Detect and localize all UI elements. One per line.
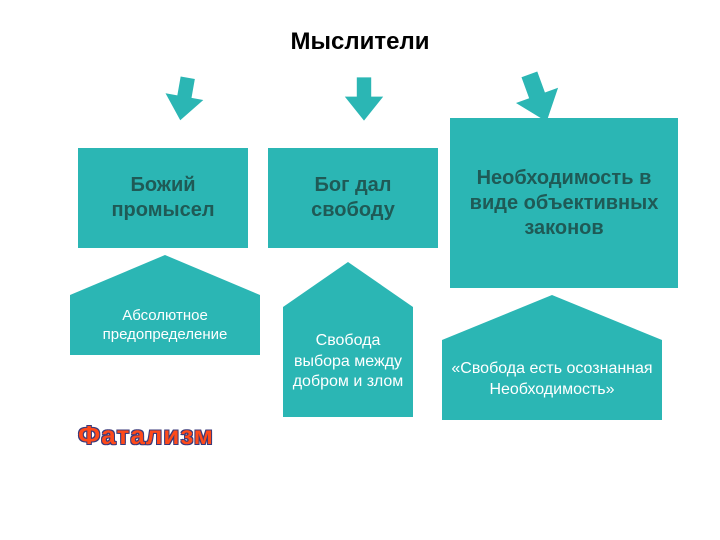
pentagon-roof-right xyxy=(442,295,662,340)
fatalism-label: Фатализм xyxy=(78,420,214,451)
pentagon-roof-left xyxy=(70,255,260,295)
pentagon-conscious-necessity: «Свобода есть осознанная Необходимость» xyxy=(442,340,662,420)
box-god-gave-freedom: Бог дал свободу xyxy=(268,148,438,248)
pentagon-freedom-of-choice: Свобода выбора между добром и злом xyxy=(283,307,413,417)
arrow-middle xyxy=(340,75,388,123)
arrow-left xyxy=(156,71,212,127)
box-necessity-laws: Необходимость в виде объективных законов xyxy=(450,118,678,288)
pentagon-absolute-predestination: Абсолютное предопределение xyxy=(70,295,260,355)
page-title: Мыслители xyxy=(0,28,720,56)
box-divine-providence: Божий промысел xyxy=(78,148,248,248)
pentagon-roof-middle xyxy=(283,262,413,307)
